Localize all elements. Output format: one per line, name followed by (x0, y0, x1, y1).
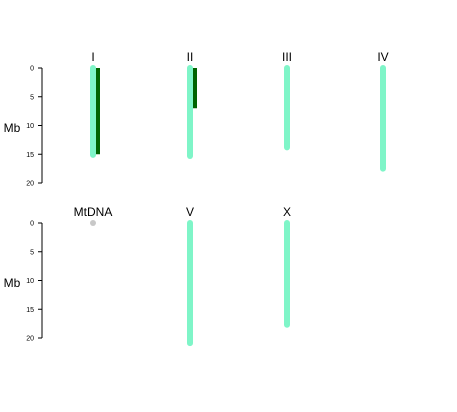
chromosome-label-ii: II (187, 50, 194, 64)
y-axis-title: Mb (4, 121, 21, 135)
y-tick-label: 15 (26, 307, 34, 314)
y-tick-label: 20 (26, 181, 34, 188)
feature-track-ii (193, 68, 197, 109)
chromosome-mtdna (90, 220, 96, 226)
y-tick-label: 15 (26, 152, 34, 159)
chromosome-label-v: V (186, 205, 194, 219)
chromosome-label-iv: IV (377, 50, 388, 64)
y-tick-label: 10 (26, 278, 34, 285)
y-tick-label: 0 (30, 66, 34, 73)
chromosome-label-iii: III (282, 50, 292, 64)
chromosome-label-i: I (91, 50, 94, 64)
y-tick-label: 5 (30, 94, 34, 101)
y-tick-label: 20 (26, 336, 34, 343)
y-tick-label: 5 (30, 249, 34, 256)
chromosome-label-mtdna: MtDNA (74, 205, 113, 219)
y-tick-label: 0 (30, 221, 34, 228)
y-axis-title: Mb (4, 276, 21, 290)
chromosome-label-x: X (283, 205, 291, 219)
y-tick-label: 10 (26, 123, 34, 130)
feature-track-i (96, 68, 100, 155)
